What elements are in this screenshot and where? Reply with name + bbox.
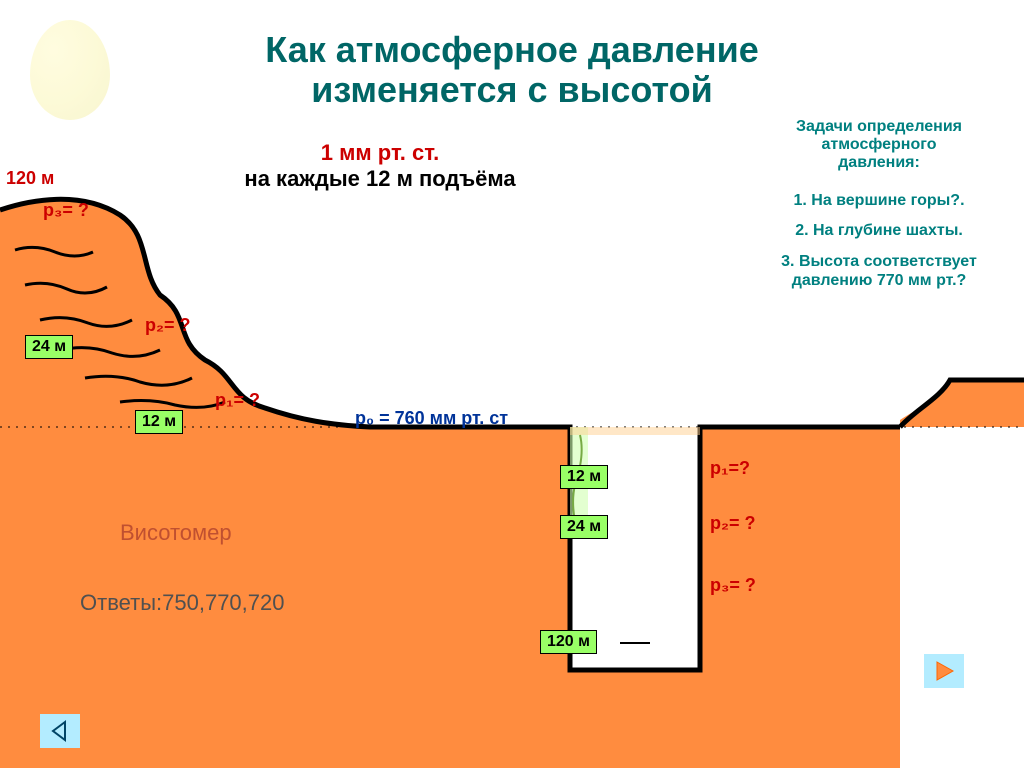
prev-button[interactable]: [40, 714, 80, 748]
balloon-decoration: [30, 20, 110, 120]
height-tag-24-left: 24 м: [25, 335, 73, 359]
shaft-bottom-tick: [620, 638, 680, 648]
title-line1: Как атмосферное давление: [265, 29, 758, 70]
rule-line1: 1 мм рт. ст.: [321, 140, 439, 165]
p3-right: p₃= ?: [710, 575, 756, 596]
height-tag-12-shaft: 12 м: [560, 465, 608, 489]
height-tag-12-left: 12 м: [135, 410, 183, 434]
task-1: 1. На вершине горы?.: [749, 192, 1009, 210]
p2-left: p₂= ?: [145, 315, 191, 336]
task-3: 3. Высота соответствует давлению 770 мм …: [749, 252, 1009, 290]
p3-left: p₃= ?: [43, 200, 89, 221]
p1-right: p₁=?: [710, 458, 750, 479]
play-icon: [933, 660, 955, 682]
terrain-svg: [0, 150, 1024, 768]
next-button[interactable]: [924, 654, 964, 688]
height-tag-24-shaft: 24 м: [560, 515, 608, 539]
altimeter-label: Висотомер: [120, 520, 232, 546]
diagram-container: 1 мм рт. ст. на каждые 12 м подъёма Зада…: [0, 150, 1024, 768]
p1-left: p₁= ?: [215, 390, 260, 411]
p0-baseline: p₀ = 760 мм рт. ст: [355, 408, 508, 429]
tasks-title: Задачи определения атмосферного давления…: [749, 118, 1009, 172]
answers-text: Ответы:750,770,720: [80, 590, 284, 616]
title-line2: изменяется с высотой: [311, 69, 713, 110]
p2-right: p₂= ?: [710, 513, 756, 534]
height-tag-120-shaft: 120 м: [540, 630, 597, 654]
chevron-left-icon: [49, 720, 71, 742]
height-120-left: 120 м: [6, 168, 54, 189]
page-title: Как атмосферное давление изменяется с вы…: [0, 0, 1024, 109]
task-2: 2. На глубине шахты.: [749, 222, 1009, 240]
pressure-rule: 1 мм рт. ст. на каждые 12 м подъёма: [200, 140, 560, 192]
rule-line2: на каждые 12 м подъёма: [244, 166, 515, 191]
